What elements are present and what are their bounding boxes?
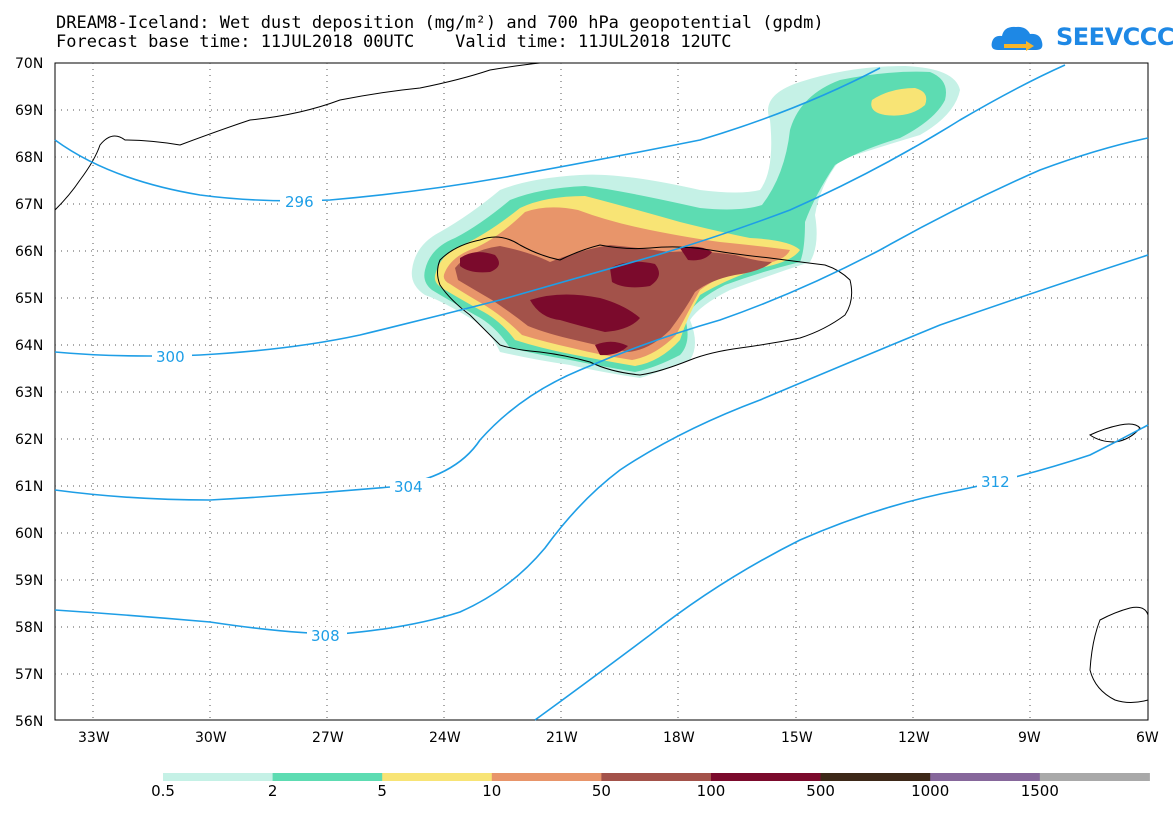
dust-level-5b — [871, 88, 927, 116]
contour-304 — [54, 137, 1149, 501]
lon-label: 15W — [781, 730, 813, 746]
colorbar-swatch — [382, 773, 493, 781]
colorbar-label: 1000 — [911, 782, 950, 800]
colorbar-swatch — [1039, 773, 1150, 781]
colorbar-label: 0.5 — [151, 782, 175, 800]
contour-label-308: 308 — [311, 627, 340, 645]
contour-312 — [534, 424, 1149, 721]
lon-label: 18W — [663, 730, 695, 746]
lat-label: 64N — [15, 338, 43, 354]
colorbar-label: 100 — [696, 782, 726, 800]
logo-text: SEEVCCC — [1056, 23, 1175, 51]
colorbar-label: 5 — [377, 782, 387, 800]
lat-label: 63N — [15, 385, 43, 401]
lon-label: 9W — [1018, 730, 1041, 746]
dust-level-50 — [455, 245, 772, 352]
lat-label: 58N — [15, 620, 43, 636]
contour-label-300: 300 — [156, 348, 185, 366]
longitude-labels: 33W 30W 27W 24W 21W 18W 15W 12W 9W 6W — [78, 730, 1159, 746]
lat-label: 61N — [15, 479, 43, 495]
lat-label: 60N — [15, 526, 43, 542]
colorbar-swatch — [711, 773, 822, 781]
map-title-line-1: DREAM8-Iceland: Wet dust deposition (mg/… — [56, 13, 824, 33]
colorbar-swatch — [272, 773, 383, 781]
dust-field — [411, 66, 960, 378]
latitude-labels: 70N 69N 68N 67N 66N 65N 64N 63N 62N 61N … — [15, 56, 43, 730]
colorbar-label: 500 — [806, 782, 835, 800]
colorbar-label: 10 — [482, 782, 502, 800]
lat-label: 69N — [15, 103, 43, 119]
lon-label: 33W — [78, 730, 110, 746]
contour-label-312: 312 — [981, 473, 1010, 491]
colorbar-label: 50 — [591, 782, 611, 800]
map-title-line-2: Forecast base time: 11JUL2018 00UTC Vali… — [56, 32, 732, 52]
lon-label: 6W — [1136, 730, 1159, 746]
colorbar-label: 2 — [267, 782, 278, 800]
contour-296 — [54, 67, 881, 202]
lon-label: 21W — [546, 730, 578, 746]
contour-308 — [54, 254, 1149, 635]
lon-label: 24W — [429, 730, 461, 746]
contour-label-296: 296 — [285, 193, 314, 211]
lon-label: 27W — [312, 730, 344, 746]
contour-labels: 296 300 304 308 312 — [152, 193, 1017, 645]
cloud-icon — [991, 26, 1043, 51]
lat-label: 68N — [15, 150, 43, 166]
lat-label: 65N — [15, 291, 43, 307]
colorbar-swatch — [491, 773, 602, 781]
lat-label: 56N — [15, 714, 43, 730]
lat-label: 67N — [15, 197, 43, 213]
lat-label: 62N — [15, 432, 43, 448]
lat-label: 59N — [15, 573, 43, 589]
dust-level-100 — [460, 246, 712, 356]
geopotential-contours — [54, 64, 1149, 721]
colorbar-swatch — [820, 773, 931, 781]
colorbar-swatch — [601, 773, 712, 781]
iceland-coast — [437, 236, 853, 376]
lat-label: 66N — [15, 244, 43, 260]
lon-label: 12W — [898, 730, 930, 746]
colorbar-label: 1500 — [1020, 782, 1059, 800]
contour-300 — [54, 64, 1066, 357]
greenland-coast — [54, 62, 541, 211]
lat-label: 70N — [15, 56, 43, 72]
contour-label-304: 304 — [394, 478, 423, 496]
faroe-coast — [1089, 423, 1141, 443]
lat-label: 57N — [15, 667, 43, 683]
coastlines — [54, 62, 1149, 703]
colorbar — [163, 773, 1150, 781]
lon-label: 30W — [195, 730, 227, 746]
colorbar-swatch — [930, 773, 1041, 781]
colorbar-swatch — [163, 773, 274, 781]
scotland-coast — [1089, 606, 1149, 703]
